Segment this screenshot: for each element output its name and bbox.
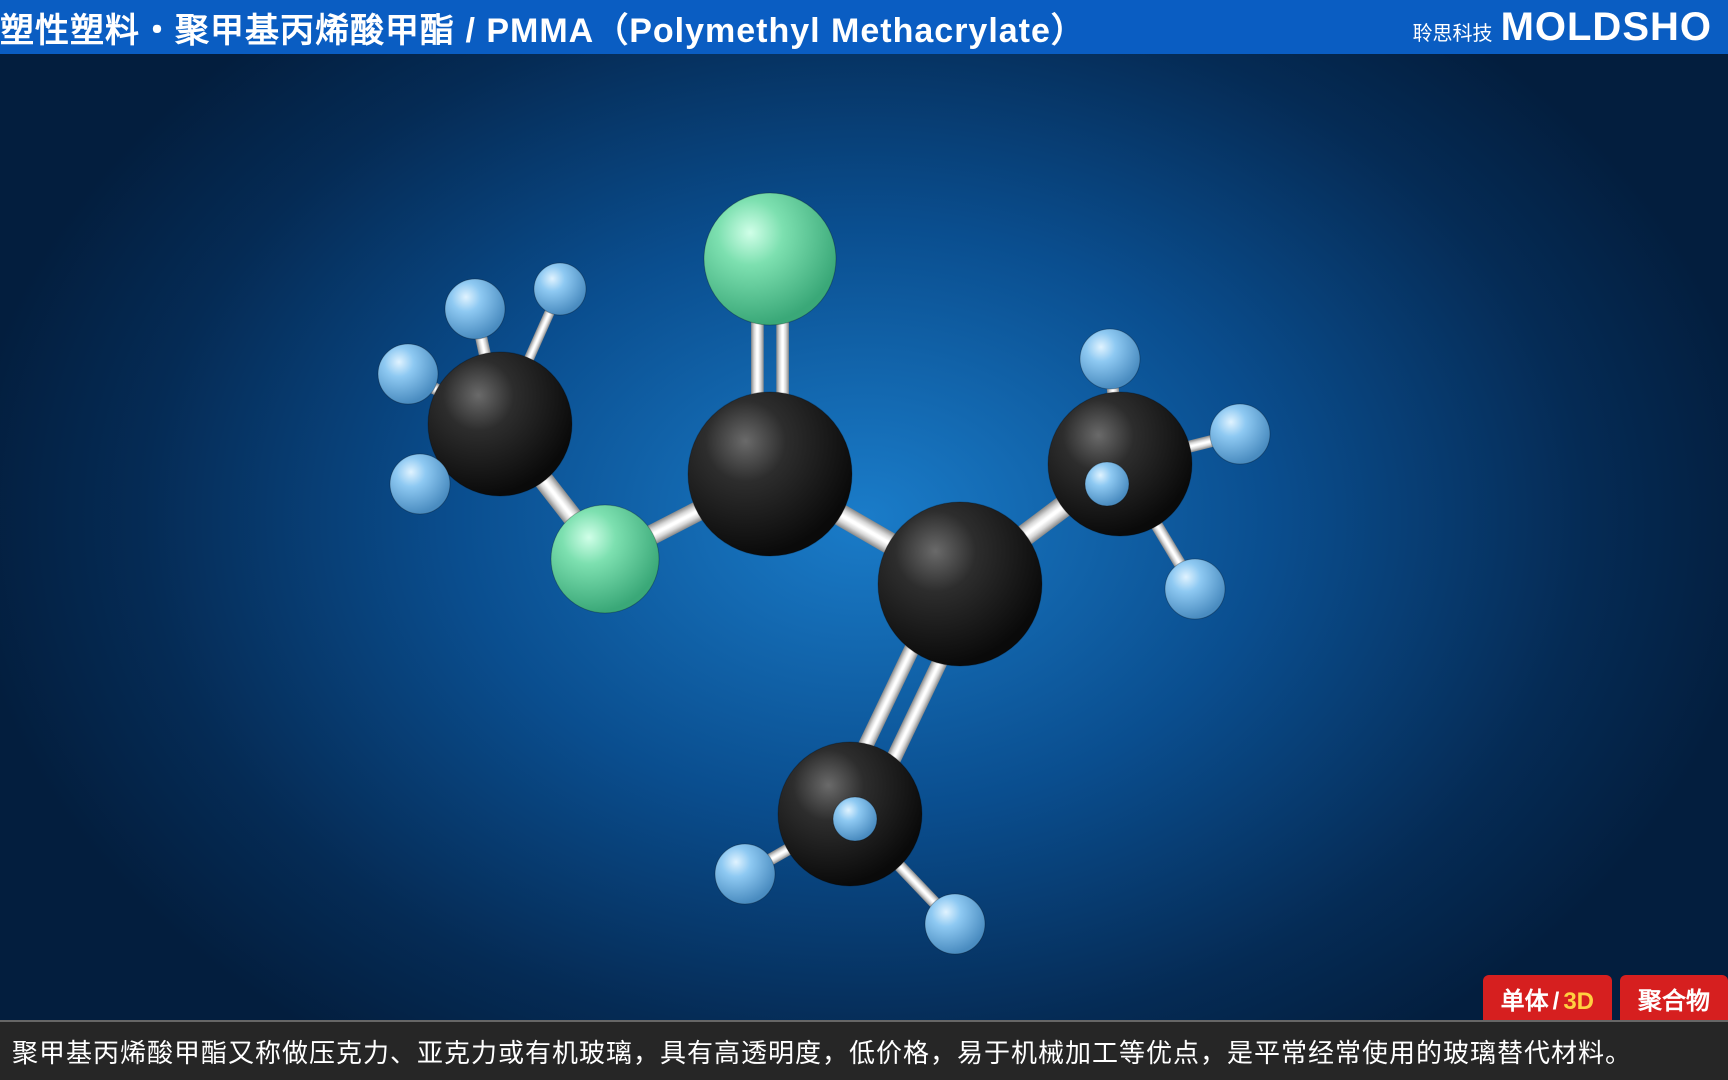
monomer-3d-button[interactable]: 单体/3D bbox=[1483, 975, 1612, 1020]
header-bar: 塑性塑料・聚甲基丙烯酸甲酯 / PMMA（Polymethyl Methacry… bbox=[0, 0, 1728, 54]
header-branding: 聆思科技 MOLDSHO bbox=[1413, 5, 1712, 50]
polymer-button[interactable]: 聚合物 bbox=[1620, 975, 1728, 1020]
description-bar: 聚甲基丙烯酸甲酯又称做压克力、亚克力或有机玻璃，具有高透明度，低价格，易于机械加… bbox=[0, 1020, 1728, 1080]
polymer-label: 聚合物 bbox=[1638, 988, 1710, 1015]
description-text: 聚甲基丙烯酸甲酯又称做压克力、亚克力或有机玻璃，具有高透明度，低价格，易于机械加… bbox=[12, 1033, 1632, 1070]
monomer-label: 单体 bbox=[1501, 988, 1549, 1015]
molecule-canvas bbox=[0, 54, 1728, 1020]
molecule-viewer[interactable]: 单体/3D 聚合物 bbox=[0, 54, 1728, 1020]
mode-label: 3D bbox=[1563, 988, 1594, 1015]
page-title: 塑性塑料・聚甲基丙烯酸甲酯 / PMMA（Polymethyl Methacry… bbox=[0, 3, 1086, 52]
view-mode-buttons: 单体/3D 聚合物 bbox=[1483, 975, 1728, 1020]
brand-label: MOLDSHO bbox=[1501, 5, 1712, 50]
company-label: 聆思科技 bbox=[1413, 17, 1493, 46]
